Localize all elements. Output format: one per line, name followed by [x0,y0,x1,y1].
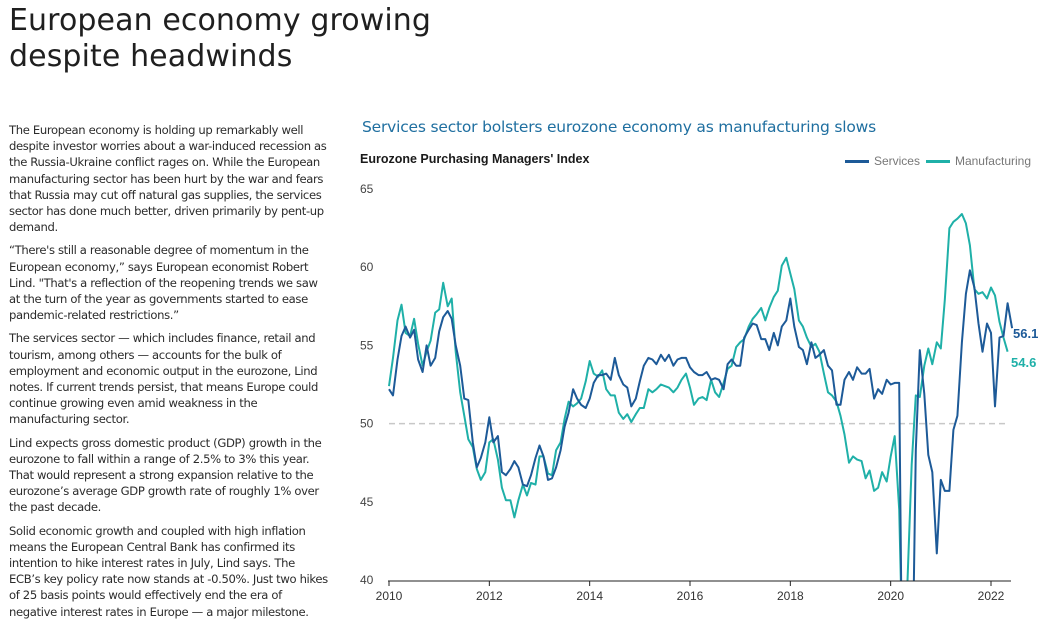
chart-title: Services sector bolsters eurozone econom… [362,118,877,136]
y-tick-label: 45 [360,495,374,509]
headline-line-2: despite headwinds [9,39,293,74]
paragraph: Lind expects gross domestic product (GDP… [9,435,322,515]
headline-line-1: European economy growing [9,3,432,38]
legend-swatch-manufacturing [925,159,950,163]
paragraph: Solid economic growth and coupled with h… [9,523,328,619]
series-line-services [388,269,1014,581]
end-labels: 56.1 54.6 [1011,326,1038,370]
legend-swatch-services [844,159,869,163]
end-label-manufacturing: 54.6 [1011,355,1036,370]
paragraph: The services sector — which includes fin… [9,331,319,427]
x-tick-label: 2020 [877,589,904,603]
paragraph: The European economy is holding up remar… [9,123,327,235]
x-axis: 2010 2012 2014 2016 2018 2020 2022 [376,580,1011,603]
chart-subtitle: Eurozone Purchasing Managers' Index [360,152,590,166]
x-tick-label: 2010 [376,589,403,603]
page-headline: European economy growing despite headwin… [9,3,431,75]
legend-item-manufacturing: Manufacturing [925,154,1031,168]
y-axis: 40 45 50 55 60 65 [360,182,374,587]
y-tick-label: 65 [360,182,374,196]
x-tick-label: 2012 [476,589,503,603]
end-label-services: 56.1 [1013,326,1038,341]
paragraph: “There's still a reasonable degree of mo… [9,243,318,323]
legend-item-services: Services [844,154,920,168]
x-tick-label: 2018 [777,589,804,603]
y-tick-label: 55 [360,338,374,352]
x-tick-label: 2016 [677,589,704,603]
legend-label-manufacturing: Manufacturing [954,154,1031,168]
x-tick-label: 2014 [576,589,603,603]
series-group [388,213,1014,581]
chart-legend: Services Manufacturing [844,154,1031,168]
y-tick-label: 60 [360,260,374,274]
article-body: The European economy is holding up remar… [9,122,329,627]
y-tick-label: 40 [360,573,374,587]
legend-label-services: Services [873,154,920,168]
y-tick-label: 50 [360,417,374,431]
x-tick-label: 2022 [978,589,1005,603]
